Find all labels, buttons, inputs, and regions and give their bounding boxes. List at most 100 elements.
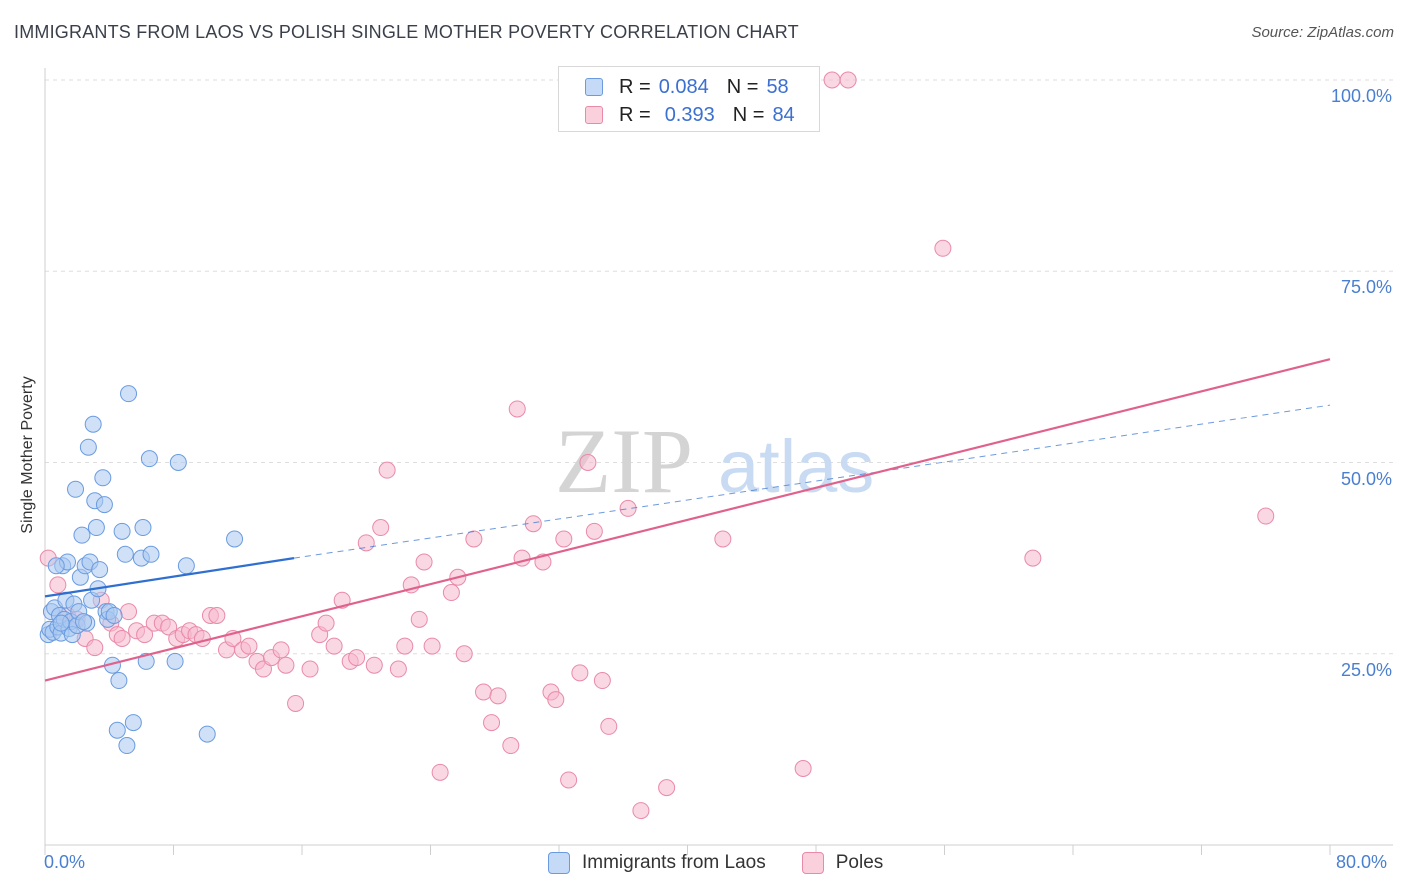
scatter-point — [823, 71, 841, 89]
legend-item-laos[interactable]: Immigrants from Laos — [548, 852, 766, 874]
scatter-point — [134, 519, 152, 537]
scatter-point — [91, 561, 109, 579]
legend-n-label: N = — [726, 75, 759, 98]
legend-swatch-poles — [801, 852, 824, 874]
legend-swatch-laos — [548, 852, 570, 874]
scatter-point — [475, 683, 493, 701]
legend-label-laos: Immigrants from Laos — [582, 852, 766, 873]
scatter-point — [600, 717, 618, 735]
legend-n-value: 58 — [766, 75, 789, 98]
legend-row-laos: R = 0.084 N = 58 — [585, 73, 789, 101]
scatter-point — [365, 656, 383, 674]
scatter-point — [378, 461, 396, 479]
scatter-point — [177, 557, 195, 575]
scatter-point — [84, 415, 102, 433]
x-tick-min: 0.0% — [44, 852, 86, 872]
scatter-point — [124, 714, 142, 732]
scatter-point — [198, 725, 216, 743]
scatter-point — [108, 721, 126, 739]
source-label: Source: ZipAtlas.com — [1251, 24, 1394, 41]
legend-r-label: R = — [619, 103, 651, 126]
scatter-point — [110, 672, 128, 690]
scatter-point — [120, 603, 138, 621]
scatter-point — [113, 522, 131, 540]
scatter-point — [389, 660, 407, 678]
scatter-point — [593, 672, 611, 690]
grid-lines — [45, 79, 1393, 655]
scatter-point — [208, 607, 226, 624]
scatter-point — [560, 771, 578, 789]
legend-r-label: R = — [619, 75, 651, 98]
scatter-point — [410, 610, 428, 628]
laos-points — [39, 385, 244, 755]
scatter-point — [555, 530, 573, 548]
y-tick-label: 25.0% — [1340, 659, 1392, 680]
scatter-point — [455, 645, 473, 663]
scatter-point — [105, 607, 123, 624]
trend-line-laos — [44, 557, 295, 598]
watermark-zip: ZIP — [555, 410, 693, 512]
legend-r-value: 0.084 — [658, 75, 709, 98]
axes — [44, 68, 1393, 855]
scatter-point — [47, 557, 65, 575]
scatter-point — [301, 660, 319, 678]
scatter-point — [67, 480, 85, 498]
scatter-point — [658, 779, 676, 797]
legend-n-label: N = — [732, 103, 765, 126]
scatter-point — [483, 714, 501, 732]
scatter-point — [465, 530, 483, 548]
scatter-point — [49, 576, 67, 594]
y-tick-label: 50.0% — [1340, 468, 1392, 489]
scatter-point — [113, 629, 131, 647]
scatter-point — [140, 450, 158, 468]
scatter-point — [73, 526, 91, 544]
scatter-point — [839, 71, 857, 89]
scatter-point — [579, 454, 597, 471]
legend-swatch-poles — [585, 106, 603, 124]
scatter-point — [116, 545, 134, 563]
scatter-point — [423, 637, 441, 655]
chart-title: IMMIGRANTS FROM LAOS VS POLISH SINGLE MO… — [14, 22, 799, 42]
legend-row-poles: R = 0.393 N = 84 — [585, 101, 795, 129]
trend-line-poles — [44, 358, 1331, 682]
legend-swatch-laos — [585, 78, 603, 96]
scatter-point — [619, 499, 637, 517]
scatter-point — [52, 614, 70, 632]
scatter-point — [547, 691, 565, 709]
scatter-point — [193, 629, 211, 647]
scatter-point — [75, 613, 93, 631]
scatter-point — [372, 519, 390, 537]
scatter-point — [508, 400, 526, 418]
scatter-point — [79, 438, 97, 456]
x-tick-max: 80.0% — [1336, 852, 1388, 872]
scatter-point — [571, 664, 589, 682]
scatter-point — [287, 694, 305, 712]
scatter-point — [714, 530, 732, 548]
scatter-point — [442, 584, 460, 602]
trend-lines — [44, 358, 1331, 682]
scatter-point — [317, 614, 335, 632]
scatter-point — [94, 469, 112, 487]
y-tick-label: 75.0% — [1340, 277, 1392, 298]
scatter-point — [794, 760, 812, 777]
scatter-point — [277, 656, 295, 674]
watermark-atlas: atlas — [718, 425, 874, 508]
scatter-point — [226, 530, 244, 548]
scatter-point — [166, 652, 184, 670]
scatter-point — [489, 687, 507, 705]
scatter-point — [169, 454, 187, 471]
scatter-point — [325, 637, 343, 655]
legend-item-poles[interactable]: Poles — [801, 852, 883, 874]
scatter-point — [934, 239, 952, 257]
scatter-point — [136, 626, 154, 644]
scatter-point — [95, 496, 113, 514]
scatter-point — [1024, 549, 1042, 567]
poles-points — [39, 71, 1275, 820]
y-tick-label: 100.0% — [1330, 86, 1392, 106]
series-legend: Immigrants from Laos Poles — [548, 852, 919, 874]
watermark: ZIP atlas — [555, 410, 874, 512]
stats-legend: R = 0.084 N = 58 R = 0.393 N = 84 — [558, 66, 820, 132]
scatter-point — [142, 545, 160, 563]
scatter-point — [502, 737, 520, 755]
scatter-point — [632, 802, 650, 820]
